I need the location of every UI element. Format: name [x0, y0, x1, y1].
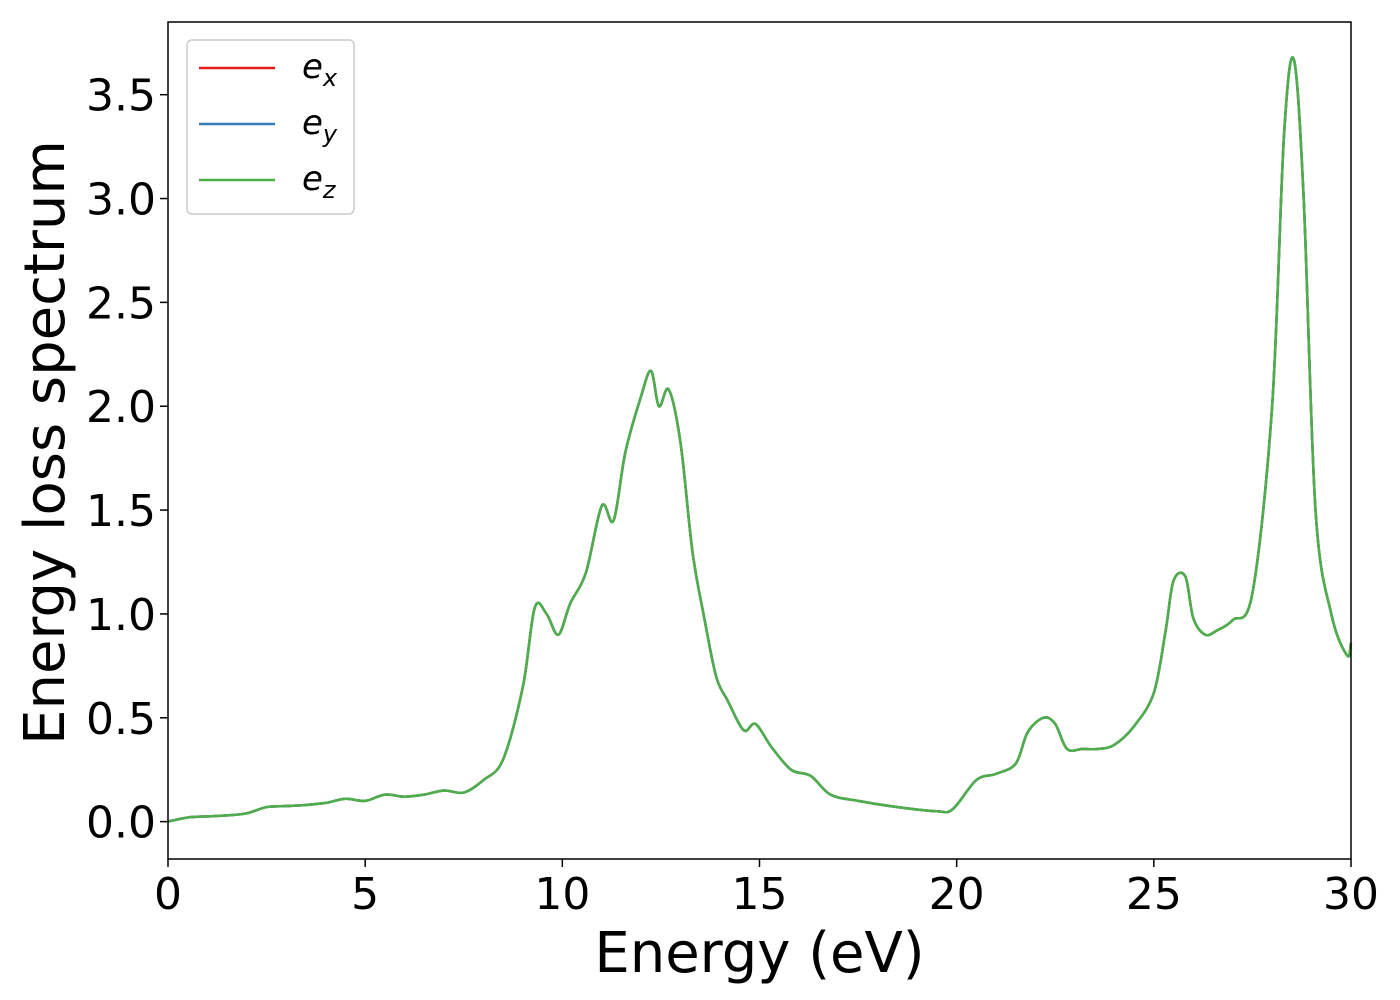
- x-axis-ticks: 0 5 10 15 20 25 30: [154, 859, 1379, 920]
- legend-label-x: ex: [302, 47, 338, 92]
- y-tick-label: 2.5: [86, 278, 156, 329]
- x-tick-label: 10: [534, 869, 590, 920]
- y-axis-label: Energy loss spectrum: [13, 140, 78, 745]
- series-line-e-z: [167, 56, 1353, 823]
- legend-label-y: ey: [302, 103, 338, 148]
- y-tick-label: 2.0: [86, 382, 156, 433]
- x-tick-label: 20: [929, 869, 985, 920]
- legend: ex ey ez: [186, 39, 355, 215]
- series-layer: [167, 56, 1353, 823]
- x-axis-label: Energy (eV): [594, 921, 924, 986]
- legend-label-z: ez: [302, 159, 337, 204]
- y-tick-label: 0.5: [86, 694, 156, 745]
- x-tick-label: 30: [1323, 869, 1379, 920]
- x-tick-label: 0: [154, 869, 182, 920]
- x-tick-label: 5: [351, 869, 379, 920]
- y-tick-label: 3.5: [86, 71, 156, 122]
- x-tick-label: 25: [1126, 869, 1182, 920]
- y-tick-label: 1.0: [86, 590, 156, 641]
- y-tick-label: 0.0: [86, 798, 156, 849]
- y-tick-label: 3.0: [86, 175, 156, 226]
- y-axis-ticks: 0.0 0.5 1.0 1.5 2.0 2.5 3.0 3.5: [86, 71, 168, 849]
- x-tick-label: 15: [732, 869, 788, 920]
- legend-box: [186, 39, 355, 215]
- y-tick-label: 1.5: [86, 486, 156, 537]
